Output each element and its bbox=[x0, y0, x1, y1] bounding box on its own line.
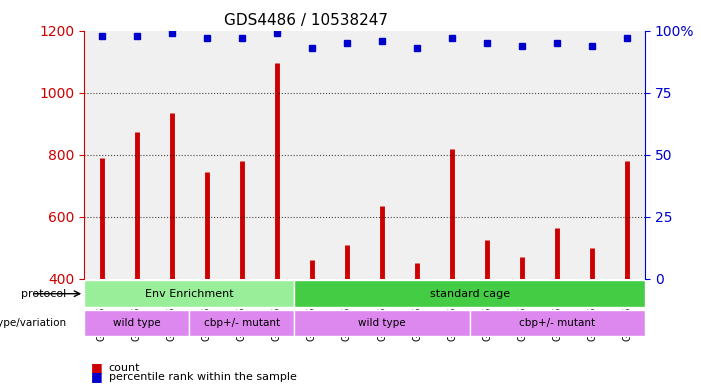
Text: protocol: protocol bbox=[21, 289, 67, 299]
Text: cbp+/- mutant: cbp+/- mutant bbox=[519, 318, 595, 328]
Text: GDS4486 / 10538247: GDS4486 / 10538247 bbox=[224, 13, 388, 28]
FancyBboxPatch shape bbox=[189, 310, 294, 336]
Text: genotype/variation: genotype/variation bbox=[0, 318, 67, 328]
Text: wild type: wild type bbox=[113, 318, 161, 328]
FancyBboxPatch shape bbox=[294, 310, 470, 336]
FancyBboxPatch shape bbox=[294, 280, 645, 307]
Text: standard cage: standard cage bbox=[430, 289, 510, 299]
Text: percentile rank within the sample: percentile rank within the sample bbox=[109, 372, 297, 382]
Text: count: count bbox=[109, 362, 140, 372]
Text: ■: ■ bbox=[91, 370, 103, 383]
Text: wild type: wild type bbox=[358, 318, 406, 328]
FancyBboxPatch shape bbox=[84, 310, 189, 336]
Text: cbp+/- mutant: cbp+/- mutant bbox=[204, 318, 280, 328]
Text: ■: ■ bbox=[91, 361, 103, 374]
Text: Env Enrichment: Env Enrichment bbox=[145, 289, 233, 299]
FancyBboxPatch shape bbox=[84, 280, 294, 307]
FancyBboxPatch shape bbox=[470, 310, 645, 336]
